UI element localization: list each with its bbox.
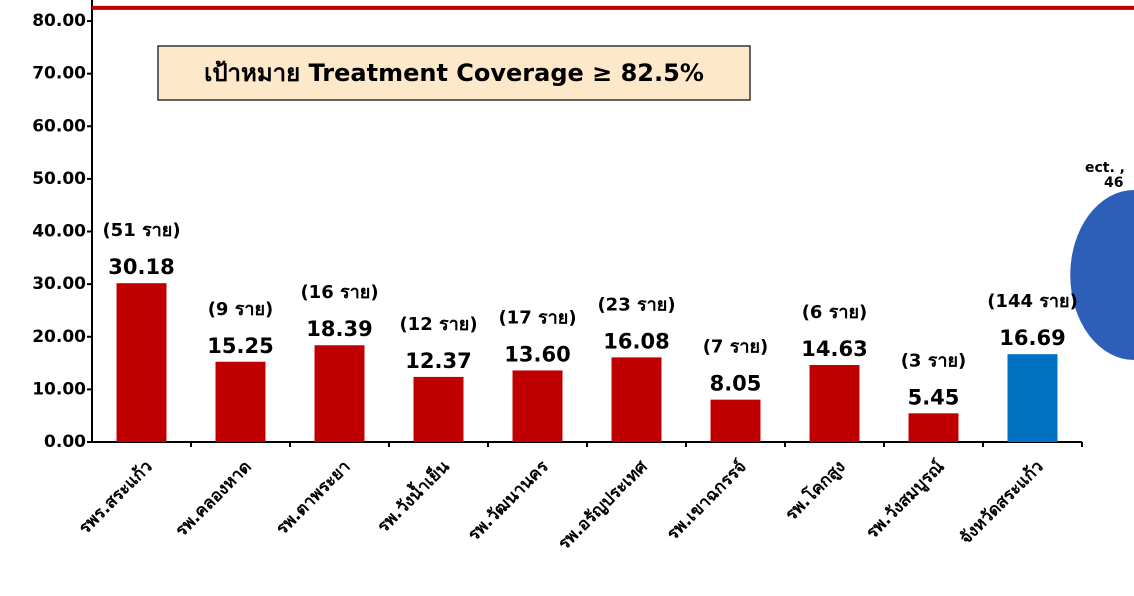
value-label: 5.45 <box>908 385 960 409</box>
case-label: (17 ราย) <box>498 307 576 328</box>
y-tick-label: 70.00 <box>32 64 86 84</box>
value-label: 13.60 <box>504 342 570 366</box>
case-label: (6 ราย) <box>802 302 868 323</box>
bar <box>314 345 365 442</box>
x-tick-label: รพ.คลองหาด <box>172 457 256 541</box>
bar <box>512 370 563 442</box>
case-label: (12 ราย) <box>399 314 477 335</box>
value-label: 16.08 <box>603 329 669 353</box>
y-tick-label: 10.00 <box>32 379 86 399</box>
value-label: 18.39 <box>306 317 372 341</box>
y-tick-label: 80.00 <box>32 11 86 31</box>
x-tick-label: รพ.เขาฉกรรจ์ <box>662 456 750 544</box>
bar <box>809 365 860 442</box>
bar <box>908 413 959 442</box>
x-tick-label: รพ.โคกสูง <box>781 456 850 525</box>
y-tick-label: 40.00 <box>32 222 86 242</box>
y-tick-label: 20.00 <box>32 327 86 347</box>
x-tick-label: รพ.วัฒนานคร <box>464 456 553 545</box>
value-label: 15.25 <box>207 334 273 358</box>
x-tick-label: รพร.สระแก้ว <box>75 457 157 539</box>
case-label: (16 ราย) <box>300 282 378 303</box>
x-tick-label: รพ.อรัญประเทศ <box>554 456 652 554</box>
y-tick-label: 50.00 <box>32 169 86 189</box>
clipped-pie <box>1070 190 1134 360</box>
x-tick-label: จังหวัดสระแก้ว <box>956 457 1048 549</box>
value-label: 14.63 <box>801 337 867 361</box>
x-tick-label: รพ.วังน้ำเย็น <box>371 454 454 537</box>
case-label: (7 ราย) <box>703 337 769 358</box>
case-label: (9 ราย) <box>208 299 274 320</box>
bar <box>116 283 167 442</box>
case-label: (23 ราย) <box>597 294 675 315</box>
y-tick-label: 60.00 <box>32 116 86 136</box>
y-tick-label: 0.00 <box>44 432 86 452</box>
case-label: (3 ราย) <box>901 350 967 371</box>
bar <box>215 361 266 442</box>
x-tick-label: รพ.วังสมบูรณ์ <box>862 456 950 544</box>
bar <box>413 376 464 442</box>
bar <box>1007 354 1058 442</box>
value-label: 30.18 <box>108 255 174 279</box>
case-label: (144 ราย) <box>987 291 1078 312</box>
x-tick-label: รพ.ตาพระยา <box>272 457 354 539</box>
annotation: เป้าหมาย Treatment Coverage ≥ 82.5% <box>204 59 704 87</box>
value-label: 8.05 <box>710 372 762 396</box>
side-text: ect. , <box>1085 160 1125 176</box>
bar <box>611 357 662 442</box>
y-tick-label: 30.00 <box>32 274 86 294</box>
annotation-box <box>157 45 751 101</box>
bar <box>710 399 761 442</box>
value-label: 16.69 <box>999 326 1065 350</box>
side-text: 46 <box>1104 175 1123 191</box>
case-label: (51 ราย) <box>102 220 180 241</box>
value-label: 12.37 <box>405 349 471 373</box>
